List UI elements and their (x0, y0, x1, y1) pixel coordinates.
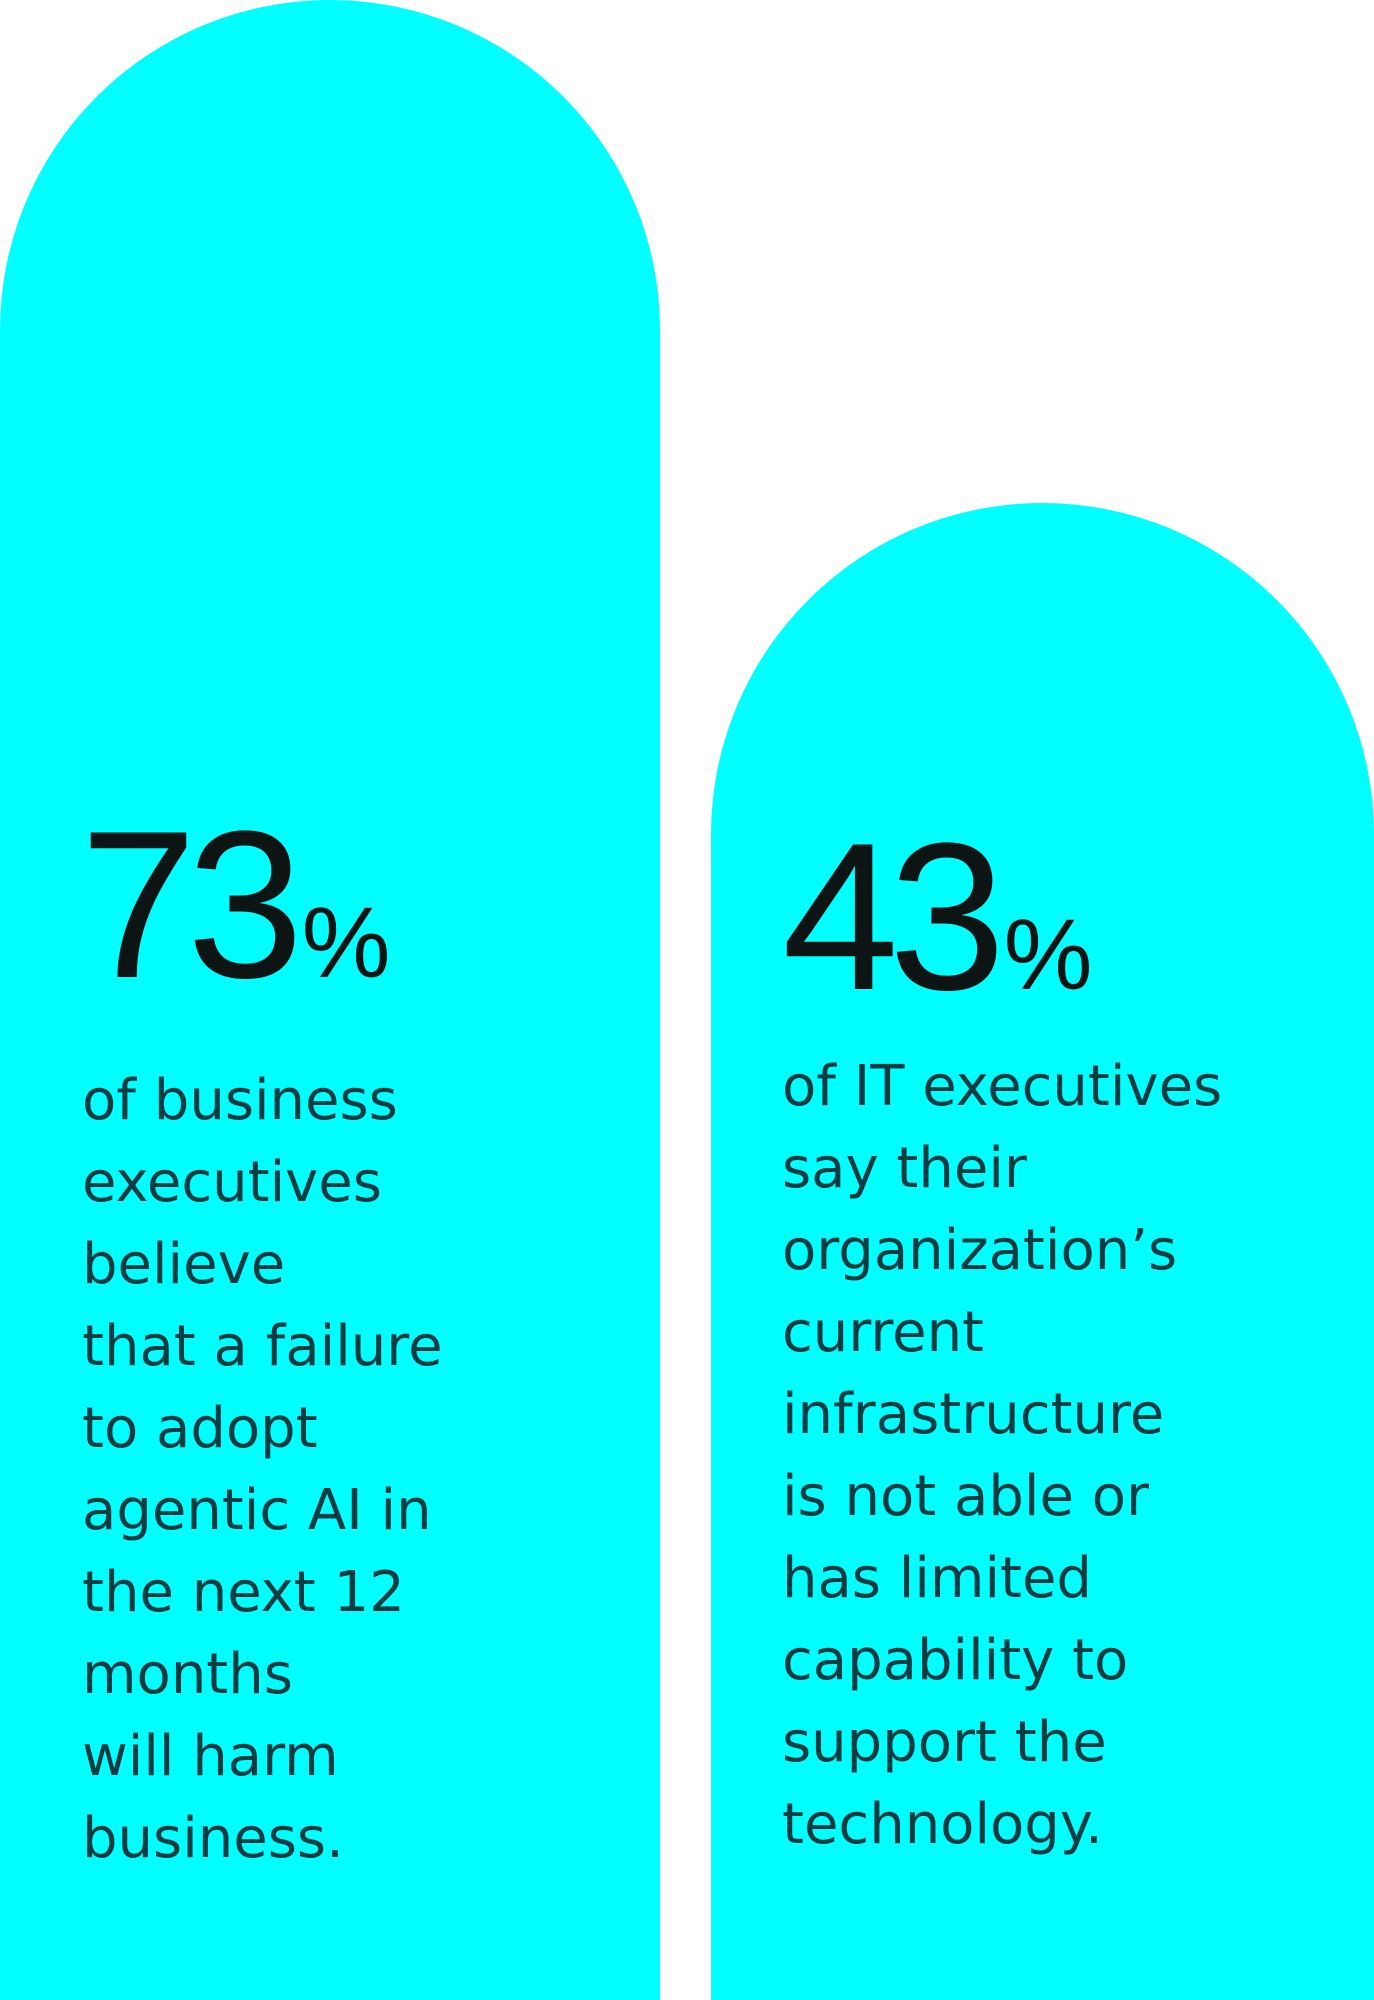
description-line: technology. (782, 1792, 1103, 1857)
stat-description: of IT executives say their organization’s c… (782, 1046, 1222, 1866)
description-line: organization’s (782, 1218, 1178, 1283)
description-line: say their (782, 1136, 1027, 1201)
description-line: of business (82, 1068, 398, 1133)
stat-unit: % (1003, 899, 1093, 1011)
description-line: infrastructure (782, 1382, 1165, 1447)
stat-value: 73% (80, 800, 391, 1010)
description-line: is not able or (782, 1464, 1150, 1529)
description-line: that a failure (82, 1314, 443, 1379)
description-line: current (782, 1300, 985, 1365)
description-line: capability to (782, 1628, 1129, 1693)
description-line: to adopt (82, 1396, 318, 1461)
stat-card (0, 0, 660, 2000)
stat-value: 43% (782, 812, 1093, 1022)
description-line: business. (82, 1806, 344, 1871)
stat-number: 43 (782, 799, 1006, 1034)
description-line: the next 12 (82, 1560, 405, 1625)
description-line: support the (782, 1710, 1107, 1775)
description-line: agentic AI in (82, 1478, 432, 1543)
description-line: months (82, 1642, 293, 1707)
description-line: of IT executives (782, 1054, 1223, 1119)
description-line: believe (82, 1232, 286, 1297)
description-line: will harm (82, 1724, 339, 1789)
description-line: executives (82, 1150, 382, 1215)
description-line: has limited (782, 1546, 1092, 1611)
stat-number: 73 (80, 787, 304, 1022)
stat-unit: % (301, 887, 391, 999)
stat-description: of business executives believe that a failu… (82, 1060, 443, 1880)
stat-card (711, 503, 1374, 2000)
